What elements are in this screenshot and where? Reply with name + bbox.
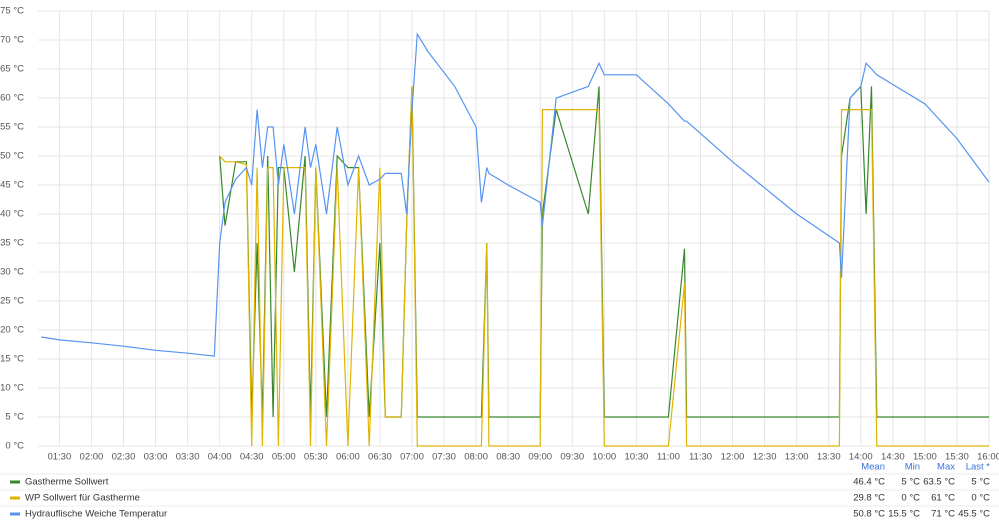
legend-stat: 5 °C — [901, 477, 920, 488]
x-tick-label: 05:30 — [304, 452, 328, 463]
x-tick-label: 08:30 — [496, 452, 520, 463]
x-tick-label: 03:30 — [176, 452, 200, 463]
y-tick-label: 75 °C — [0, 6, 24, 17]
legend-header: Last * — [966, 462, 991, 473]
x-tick-label: 02:00 — [80, 452, 104, 463]
x-tick-label: 04:30 — [240, 452, 264, 463]
legend-stat: 46.4 °C — [853, 477, 885, 488]
x-tick-label: 04:00 — [208, 452, 232, 463]
x-tick-label: 07:00 — [400, 452, 424, 463]
y-tick-label: 20 °C — [0, 325, 24, 336]
y-tick-label: 65 °C — [0, 64, 24, 75]
y-tick-label: 40 °C — [0, 209, 24, 220]
x-tick-label: 13:00 — [785, 452, 809, 463]
y-tick-label: 0 °C — [5, 441, 24, 452]
x-tick-label: 13:30 — [817, 452, 841, 463]
x-tick-label: 11:00 — [657, 452, 680, 463]
legend-stat: 45.5 °C — [958, 509, 990, 520]
legend-label: Hydrauflische Weiche Temperatur — [25, 509, 167, 520]
legend-header: Min — [905, 462, 920, 473]
legend-stat: 5 °C — [971, 477, 990, 488]
series-line — [41, 32, 990, 357]
x-tick-label: 14:30 — [881, 452, 905, 463]
y-tick-label: 30 °C — [0, 267, 24, 278]
legend-label: WP Sollwert für Gastherme — [25, 493, 140, 504]
x-tick-label: 01:30 — [47, 452, 71, 463]
x-tick-label: 03:00 — [144, 452, 168, 463]
legend-stat: 15.5 °C — [888, 509, 920, 520]
x-tick-label: 11:30 — [689, 452, 712, 463]
y-tick-label: 70 °C — [0, 35, 24, 46]
x-tick-label: 15:00 — [913, 452, 937, 463]
x-tick-label: 06:00 — [336, 452, 360, 463]
legend-header: Max — [937, 462, 955, 473]
legend-label: Gastherme Sollwert — [25, 477, 109, 488]
legend-stat: 71 °C — [931, 509, 955, 520]
legend-header: Mean — [861, 462, 885, 473]
x-tick-label: 12:30 — [753, 452, 777, 463]
y-tick-label: 15 °C — [0, 354, 24, 365]
series-line — [219, 86, 989, 447]
y-tick-label: 5 °C — [5, 412, 24, 423]
legend-stat: 50.8 °C — [853, 509, 885, 520]
x-tick-label: 16:00 — [977, 452, 999, 463]
y-tick-label: 10 °C — [0, 383, 24, 394]
y-tick-label: 35 °C — [0, 238, 24, 249]
legend-stat: 0 °C — [901, 493, 920, 504]
x-tick-label: 15:30 — [945, 452, 969, 463]
y-tick-label: 60 °C — [0, 93, 24, 104]
x-tick-label: 08:00 — [464, 452, 488, 463]
legend-stat: 61 °C — [931, 493, 955, 504]
x-tick-label: 14:00 — [849, 452, 873, 463]
legend-stat: 0 °C — [971, 493, 990, 504]
x-tick-label: 10:00 — [592, 452, 616, 463]
x-tick-label: 09:30 — [560, 452, 584, 463]
y-tick-label: 45 °C — [0, 180, 24, 191]
x-tick-label: 02:30 — [112, 452, 136, 463]
legend-swatch — [10, 496, 20, 500]
x-tick-label: 12:00 — [721, 452, 745, 463]
y-tick-label: 55 °C — [0, 122, 24, 133]
y-tick-label: 25 °C — [0, 296, 24, 307]
legend-swatch — [10, 480, 20, 484]
x-tick-label: 10:30 — [624, 452, 648, 463]
x-tick-label: 06:30 — [368, 452, 392, 463]
x-tick-label: 09:00 — [528, 452, 552, 463]
legend-stat: 63.5 °C — [923, 477, 955, 488]
legend-stat: 29.8 °C — [853, 493, 885, 504]
x-tick-label: 05:00 — [272, 452, 296, 463]
x-tick-label: 07:30 — [432, 452, 456, 463]
y-tick-label: 50 °C — [0, 151, 24, 162]
legend-swatch — [10, 512, 20, 516]
